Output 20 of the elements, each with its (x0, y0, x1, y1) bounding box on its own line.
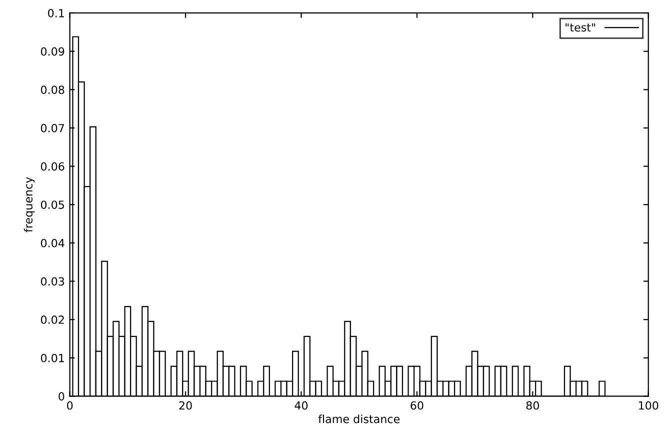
y-tick-label: 0.05 (40, 200, 64, 209)
y-tick-label: 0.04 (40, 238, 64, 248)
y-tick-label: 0.07 (40, 124, 64, 132)
x-tick-label: 0 (67, 401, 73, 410)
legend-label: "test" (566, 23, 596, 32)
y-tick-label: 0 (58, 392, 64, 401)
x-tick-label: 100 (638, 401, 658, 410)
y-tick-label: 0.01 (40, 354, 64, 362)
x-tick-label: 80 (526, 401, 539, 410)
y-tick-label: 0.09 (40, 47, 64, 56)
y-axis-title: frequency (24, 177, 35, 232)
y-tick-label: 0.02 (40, 316, 64, 324)
y-tick-label: 0.06 (40, 162, 64, 171)
y-tick-label: 0.08 (40, 86, 64, 94)
x-tick-label: 40 (294, 401, 308, 410)
y-tick-label: 0.03 (40, 277, 64, 286)
x-tick-label: 60 (410, 401, 424, 410)
x-axis-title: flame distance (318, 414, 400, 424)
y-tick-label: 0.1 (48, 8, 64, 18)
x-tick-label: 20 (179, 401, 192, 410)
